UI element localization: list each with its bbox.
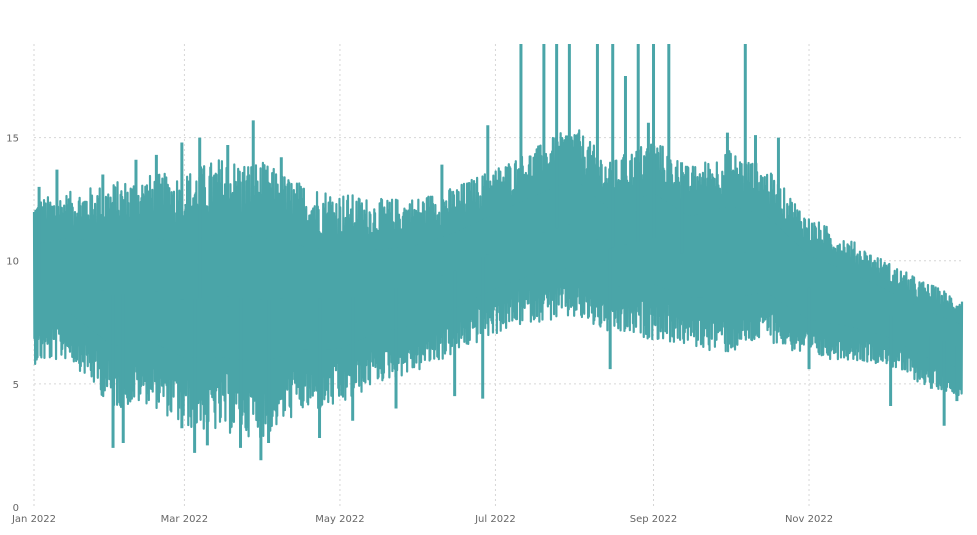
series-line [32,129,964,439]
x-tick-label: Jul 2022 [474,514,516,525]
x-tick-label: Nov 2022 [785,514,833,525]
y-tick-label: 10 [6,257,19,268]
y-tick-label: 0 [13,503,19,514]
x-tick-label: Sep 2022 [630,514,677,525]
series-core-band [34,179,962,370]
x-tick-label: Jan 2022 [11,514,56,525]
y-tick-label: 5 [13,380,19,391]
x-tick-label: May 2022 [315,514,364,525]
y-tick-label: 15 [6,134,19,145]
series-area [32,44,964,461]
x-tick-label: Mar 2022 [161,514,209,525]
y-axis: 0 5 10 15 [6,134,19,514]
x-axis: Jan 2022 Mar 2022 May 2022 Jul 2022 Sep 2022… [11,514,833,525]
